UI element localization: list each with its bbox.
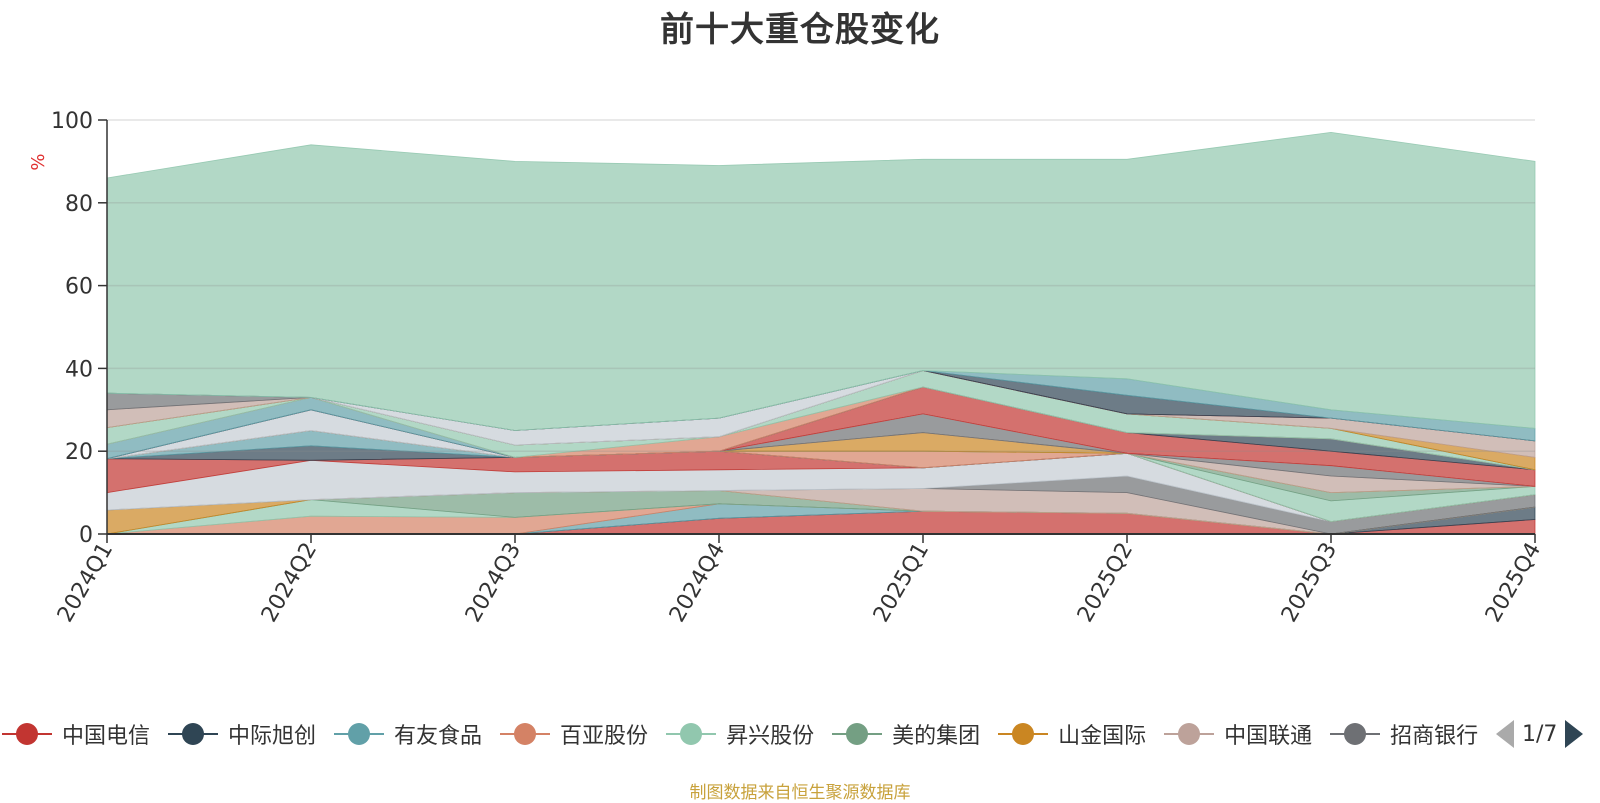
y-tick-label: 80 xyxy=(65,192,93,217)
y-tick-label: 40 xyxy=(65,357,93,382)
legend-marker-icon xyxy=(1164,721,1215,747)
y-axis-label: % xyxy=(28,153,49,170)
y-tick-label: 60 xyxy=(65,275,93,300)
legend-item-label: 中际旭创 xyxy=(228,724,317,749)
legend-item[interactable]: 百亚股份 xyxy=(500,712,648,756)
legend-item-label: 中国电信 xyxy=(62,724,151,749)
legend-marker-icon xyxy=(666,721,717,747)
legend-item[interactable]: 昇兴股份 xyxy=(666,712,814,756)
legend-marker-icon xyxy=(168,721,219,747)
legend-marker-icon xyxy=(998,721,1049,747)
chart-svg: 0 20 40 60 80 100 2024Q1 2024Q2 2024Q3 2024Q4 2025… xyxy=(28,109,1546,627)
y-tick-label: 20 xyxy=(65,440,93,465)
legend-marker-icon xyxy=(1330,721,1381,747)
x-tick-label: 2025Q4 xyxy=(1481,539,1546,627)
legend-marker-icon xyxy=(334,721,385,747)
legend-item[interactable]: 中际旭创 xyxy=(168,712,316,756)
grid-lines xyxy=(107,119,1535,452)
legend: 中国电信 中际旭创 有友食品 百亚股份 昇兴股份 美的集团 山金国际 中国联通 招商银行 1/7 xyxy=(0,712,1600,756)
legend-prev-page-icon[interactable] xyxy=(1496,720,1514,748)
legend-item-label: 招商银行 xyxy=(1390,724,1479,749)
source-note: 制图数据来自恒生聚源数据库 xyxy=(689,783,911,803)
legend-next-page-icon[interactable] xyxy=(1565,720,1584,748)
legend-item[interactable]: 山金国际 xyxy=(998,712,1146,756)
legend-item[interactable]: 美的集团 xyxy=(832,712,980,756)
y-tick-label: 0 xyxy=(79,523,93,548)
x-tick-label: 2025Q2 xyxy=(1073,539,1138,627)
y-tick-label: 100 xyxy=(51,109,93,134)
legend-marker-icon xyxy=(2,721,52,747)
legend-item[interactable]: 有友食品 xyxy=(334,712,482,756)
legend-marker-icon xyxy=(500,721,551,747)
legend-item-label: 山金国际 xyxy=(1058,724,1147,749)
legend-item[interactable]: 招商银行 xyxy=(1330,712,1478,756)
legend-item-label: 昇兴股份 xyxy=(726,724,815,749)
area-series-34[interactable] xyxy=(106,131,1536,431)
legend-items: 中国电信 中际旭创 有友食品 百亚股份 昇兴股份 美的集团 山金国际 中国联通 招商银行 xyxy=(0,712,1482,756)
x-tick-label: 2024Q3 xyxy=(461,539,526,627)
x-tick-label: 2024Q4 xyxy=(665,539,730,627)
x-tick-label: 2024Q1 xyxy=(53,539,118,627)
x-tick-label: 2024Q2 xyxy=(257,539,322,627)
legend-pager: 1/7 xyxy=(1496,712,1584,756)
chart-title: 前十大重仓股变化 xyxy=(660,10,940,50)
legend-item[interactable]: 中国联通 xyxy=(1164,712,1312,756)
legend-item-label: 美的集团 xyxy=(892,724,981,749)
x-tick-label: 2025Q3 xyxy=(1277,539,1342,627)
x-tick-label: 2025Q1 xyxy=(869,539,934,627)
legend-item-label: 有友食品 xyxy=(394,724,483,749)
legend-item-label: 中国联通 xyxy=(1224,724,1313,749)
legend-item-label: 百亚股份 xyxy=(560,724,649,749)
legend-page-indicator: 1/7 xyxy=(1522,721,1558,747)
area-layers xyxy=(106,131,1536,535)
legend-marker-icon xyxy=(832,721,883,747)
legend-item[interactable]: 中国电信 xyxy=(2,712,150,756)
